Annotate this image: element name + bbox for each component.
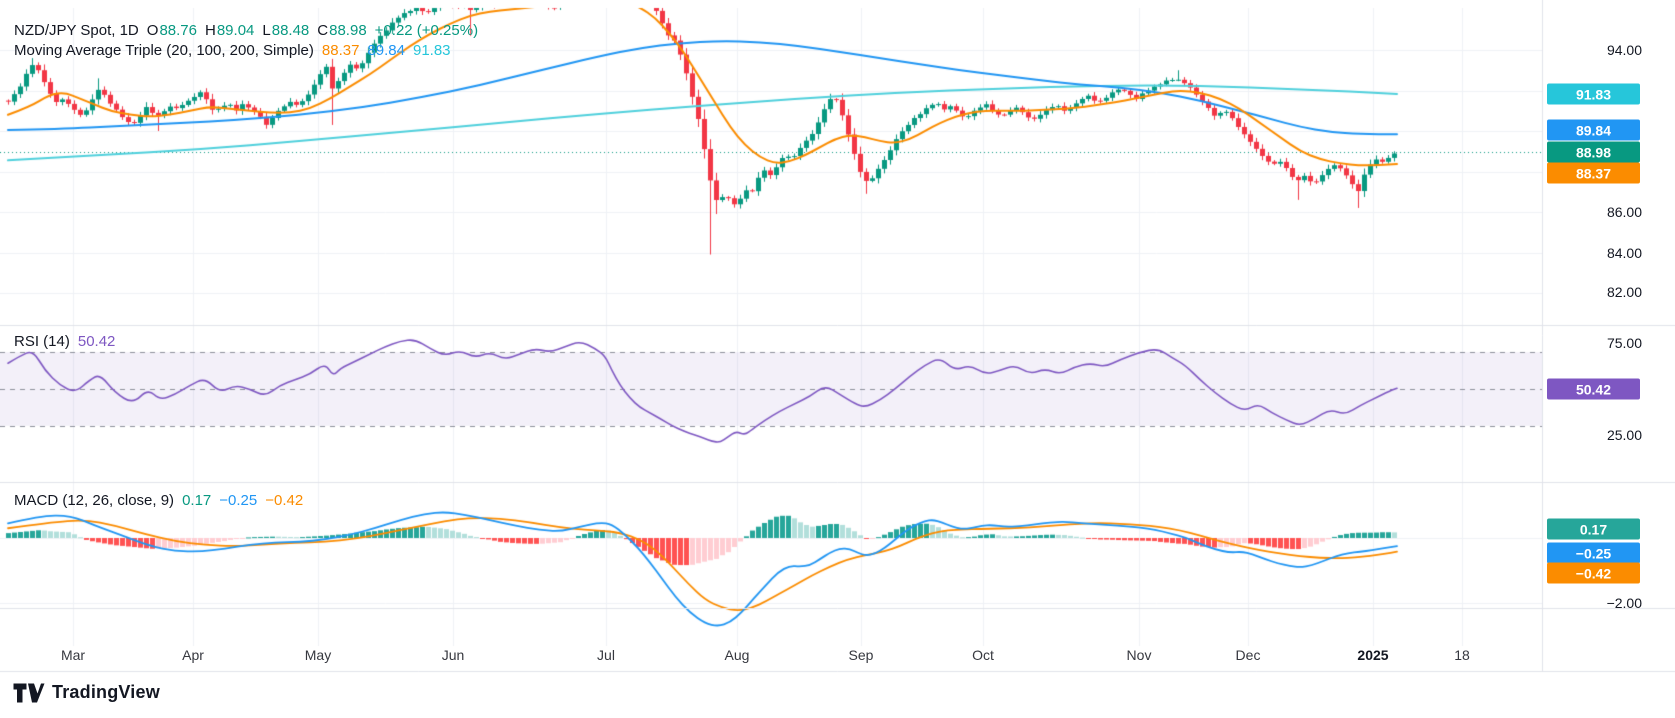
brand-name: TradingView [52,682,160,702]
macd-title: MACD (12, 26, close, 9) [14,492,175,509]
price_axis-label: 94.00 [1606,42,1642,58]
close-label: C [317,22,329,39]
ma-legend[interactable]: Moving Average Triple (20, 100, 200, Sim… [14,42,451,59]
time-axis-label: Jul [597,647,615,663]
time-axis-label: Sep [848,647,874,663]
time-axis-label: Apr [182,647,204,663]
macd-signal-badge: −0.42 [1547,562,1640,584]
time-axis-label: 2025 [1357,647,1389,663]
macd-hist-value: 0.17 [182,492,212,509]
high-label: H [205,22,216,39]
macd-signal-value: −0.42 [265,492,304,509]
close-value: 88.98 [329,22,367,39]
rsi-legend[interactable]: RSI (14) 50.42 [14,333,115,350]
time-axis-label: Oct [972,647,994,663]
ma-title: Moving Average Triple (20, 100, 200, Sim… [14,42,314,59]
time-axis-label: Dec [1235,647,1261,663]
open-value: 88.76 [159,22,197,39]
low-label: L [262,22,271,39]
low-value: 88.48 [271,22,310,39]
ma20-value: 88.37 [321,42,360,59]
ma200-value: 91.83 [412,42,451,59]
time-axis-label: Mar [60,647,86,663]
macd-legend[interactable]: MACD (12, 26, close, 9) 0.17 −0.25 −0.42 [14,492,303,509]
rsi_axis-label: 75.00 [1606,335,1642,351]
ma200-price-badge: 91.83 [1547,83,1640,105]
macd-line-value: −0.25 [219,492,258,509]
macd-line-badge: −0.25 [1547,542,1640,564]
rsi-value: 50.42 [77,333,116,350]
rsi-value-badge: 50.42 [1547,378,1640,400]
time-axis-label: 18 [1454,647,1470,663]
time-axis-label: Nov [1126,647,1152,663]
price_axis-label: 82.00 [1606,284,1642,300]
rsi_axis-label: 25.00 [1606,427,1642,443]
high-value: 89.04 [216,22,255,39]
ma100-price-badge: 89.84 [1547,119,1640,141]
symbol-title: NZD/JPY Spot, 1D [14,22,139,39]
last-price-badge: 88.98 [1547,141,1640,163]
time-axis-label: Jun [441,647,465,663]
price_axis-label: 86.00 [1606,204,1642,220]
rsi-title: RSI (14) [14,333,70,350]
change-value: +0.22 (+0.25%) [374,22,479,39]
time-axis-label: May [304,647,332,663]
tradingview-logo-icon [13,683,45,702]
time-axis-label: Aug [724,647,750,663]
macd_axis-label: −2.00 [1606,595,1642,611]
tradingview-logo[interactable]: TradingView [13,682,160,703]
ma100-value: 89.84 [367,42,405,59]
ma20-price-badge: 88.37 [1547,162,1640,184]
price_axis-label: 84.00 [1606,245,1642,261]
macd-hist-badge: 0.17 [1547,518,1640,540]
open-label: O [146,22,159,39]
